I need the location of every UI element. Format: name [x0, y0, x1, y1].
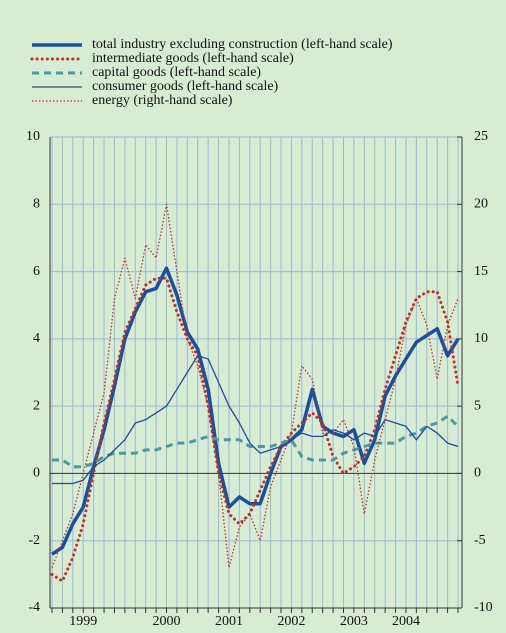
y2-tick-label: 0	[474, 466, 481, 481]
series-line	[52, 355, 459, 485]
y2-tick-label: 15	[474, 264, 488, 279]
y2-tick-label: 25	[474, 129, 488, 144]
legend-label: consumer goods (left-hand scale)	[92, 79, 279, 94]
y-tick-label: 0	[33, 466, 40, 481]
x-tick-label: 2003	[340, 614, 368, 629]
legend-label: energy (right-hand scale)	[92, 93, 233, 108]
x-tick-label: 2000	[153, 614, 181, 629]
series-line	[52, 414, 460, 469]
x-tick-label: 1999	[69, 614, 97, 629]
y2-tick-label: -5	[474, 533, 486, 548]
y2-tick-label: 20	[474, 197, 488, 212]
legend-label: intermediate goods (left-hand scale)	[92, 51, 294, 66]
series-line	[51, 266, 460, 556]
x-tick-label: 2004	[392, 614, 420, 629]
y-tick-label: 2	[33, 398, 40, 413]
legend-label: total industry excluding construction (l…	[92, 37, 393, 52]
x-tick-label: 2002	[277, 614, 305, 629]
y-tick-label: -2	[28, 533, 40, 548]
y2-tick-label: 10	[474, 331, 488, 346]
y2-tick-label: 5	[474, 398, 481, 413]
series-line	[50, 276, 460, 583]
y-tick-label: -4	[28, 600, 40, 615]
series-line	[51, 203, 459, 569]
y-tick-label: 4	[33, 331, 40, 346]
legend-label: capital goods (left-hand scale)	[92, 65, 261, 80]
y-tick-label: 8	[33, 197, 40, 212]
y-tick-label: 6	[33, 264, 40, 279]
x-tick-label: 2001	[215, 614, 243, 629]
y2-tick-label: -10	[474, 600, 493, 615]
y-tick-label: 10	[26, 129, 40, 144]
